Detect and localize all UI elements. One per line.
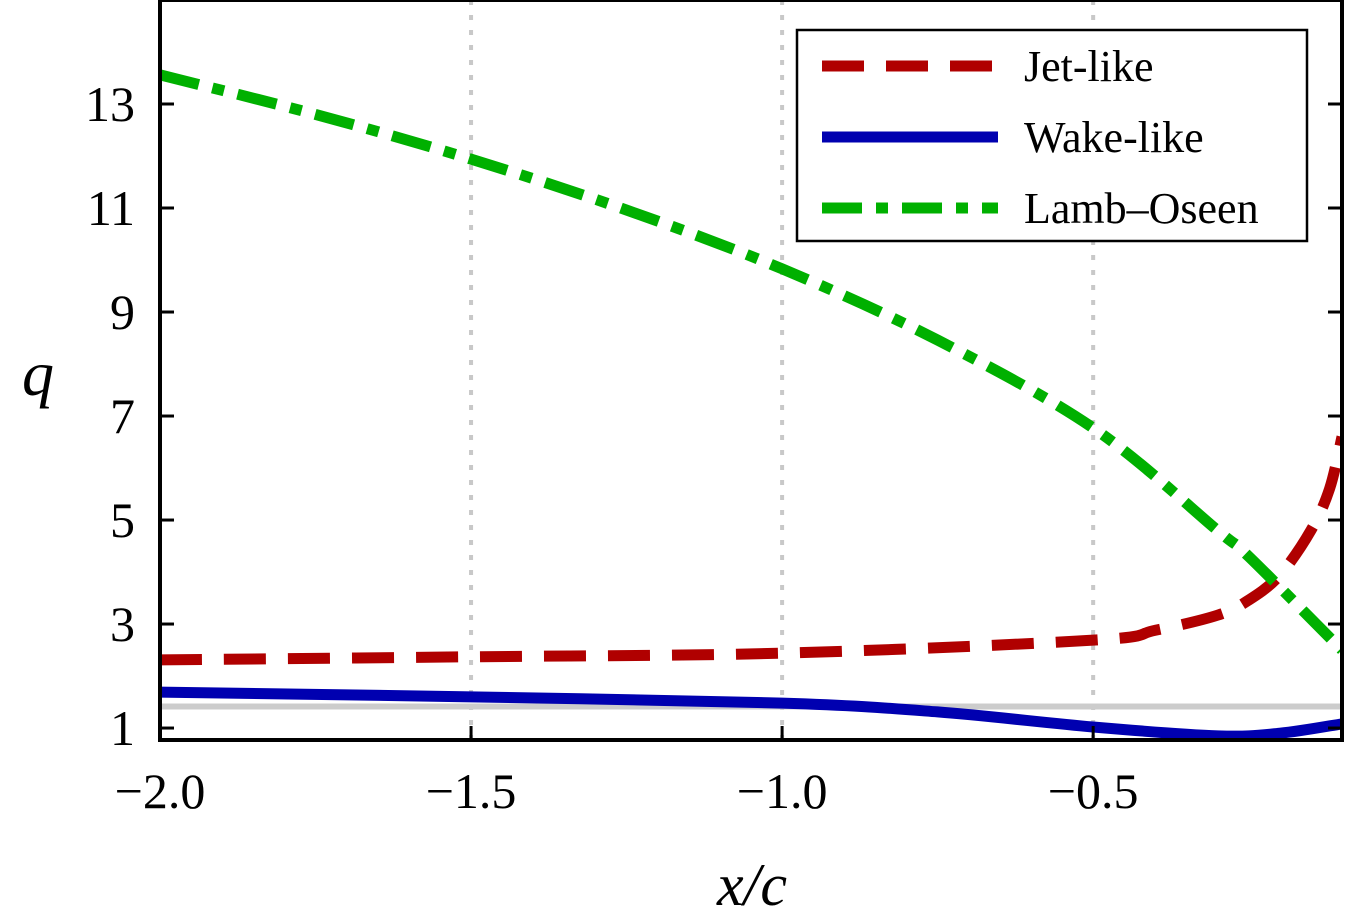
x-axis-label: x/c [716, 852, 787, 918]
y-tick-label: 1 [110, 700, 135, 756]
plot-frame [158, 0, 1344, 742]
series-line-jet-like [160, 435, 1342, 666]
legend-label: Jet-like [1024, 42, 1154, 91]
y-tick-label: 13 [85, 76, 135, 132]
y-tick-label: 11 [87, 180, 135, 236]
y-tick-label: 3 [110, 596, 135, 652]
y-tick-label: 9 [110, 284, 135, 340]
y-tick-label: 7 [110, 388, 135, 444]
x-tick-label: −2.0 [115, 763, 206, 819]
series-group [160, 69, 1342, 740]
x-tick-label: −0.5 [1048, 763, 1139, 819]
series-line-lamb-oseen [160, 69, 1342, 654]
legend: Jet-like Wake-like Lamb–Oseen [795, 28, 1309, 243]
series-line-wake-like [160, 686, 1342, 740]
legend-label: Lamb–Oseen [1024, 184, 1259, 233]
x-tick-label: −1.0 [737, 763, 828, 819]
legend-label: Wake-like [1024, 113, 1204, 162]
y-axis-label: q [22, 338, 54, 409]
y-tick-label: 5 [110, 492, 135, 548]
x-tick-label: −1.5 [426, 763, 517, 819]
